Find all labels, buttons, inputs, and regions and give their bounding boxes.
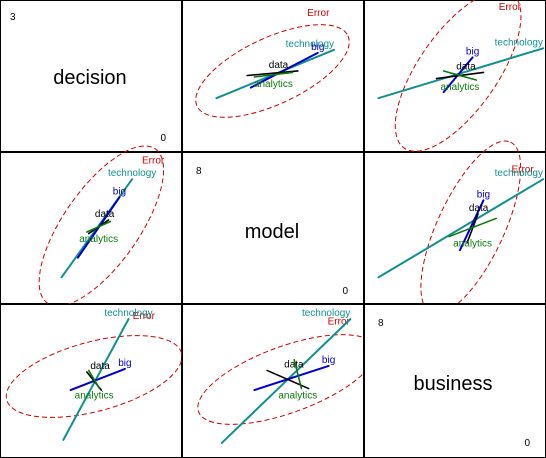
technology-label-r1c2: technology [495,168,543,179]
error-label-r1c2: Error [511,165,534,176]
big-vector-r1c2 [458,199,485,252]
big-vector-r2c0 [69,367,126,392]
big-vector-r2c1 [253,364,330,392]
analytics-label-r1c2: analytics [453,239,492,250]
diag-max-model: 8 [196,166,202,177]
analytics-label-r2c0: analytics [75,391,114,402]
analytics-label-r1c0: analytics [79,234,118,245]
analytics-label-r2c1: analytics [278,391,317,402]
diag-max-business: 8 [378,318,384,329]
big-label-r1c2: big [477,189,490,200]
technology-vector-r2c1 [220,318,352,444]
big-label-r1c0: big [113,186,126,197]
big-label-r2c0: big [118,358,131,369]
technology-label-r1c0: technology [108,168,156,179]
analytics-vector-r1c2 [448,217,497,238]
error-ellipse-r2c0 [5,335,183,418]
data-vector-r2c1 [266,369,310,390]
analytics-vector-r1c0 [86,220,112,233]
analytics-label-r0c1: analytics [254,79,293,90]
data-label-r2c0: data [90,361,110,372]
error-label-r0c1: Error [307,8,330,19]
analytics-vector-r0c1 [253,71,294,78]
big-label-r0c2: big [466,46,479,57]
error-ellipse-r1c0 [38,145,165,307]
error-label-r1c0: Error [142,156,165,167]
data-label-r1c0: data [95,209,115,220]
big-vector-r0c1 [249,51,319,89]
diag-label-model: model [245,221,299,243]
error-label-r0c2: Error [499,2,522,13]
error-label-r2c1: Error [328,317,351,328]
data-label-r0c1: data [269,60,289,71]
error-label-r2c0: Error [133,311,156,322]
data-label-r2c1: data [284,359,304,370]
analytics-label-r0c2: analytics [440,82,479,93]
data-label-r0c2: data [456,61,476,72]
diag-min-decision: 0 [160,133,166,144]
analytics-vector-r0c2 [442,70,478,81]
panel-business-diagonal: 8 business 0 [364,304,546,458]
analytics-vector-r2c0 [87,369,101,390]
diag-max-decision: 3 [10,12,16,23]
technology-label-r2c0: technology [104,308,152,319]
data-label-r1c2: data [469,203,489,214]
big-label-r0c1: big [311,42,324,53]
diag-min-business: 0 [524,438,530,449]
panel-model-diagonal: 8 model 0 [182,152,364,304]
technology-label-r0c1: technology [286,39,334,50]
diag-label-decision: decision [53,67,126,89]
technology-label-r0c2: technology [495,37,543,48]
technology-label-r2c1: technology [302,308,350,319]
panel-decision-diagonal: 3 decision 0 [0,0,182,152]
big-label-r2c1: big [322,355,335,366]
technology-vector-r0c2 [377,47,545,100]
panel-row0-col2: Error technology big data analytics [364,0,546,152]
data-vector-r0c1 [246,70,299,77]
error-ellipse-r0c2 [394,0,522,152]
error-ellipse-r0c1 [195,24,350,118]
diag-label-business: business [414,373,493,395]
technology-vector-r1c2 [377,178,545,279]
analytics-vector-r2c1 [293,359,303,390]
diag-min-model: 0 [342,286,348,297]
